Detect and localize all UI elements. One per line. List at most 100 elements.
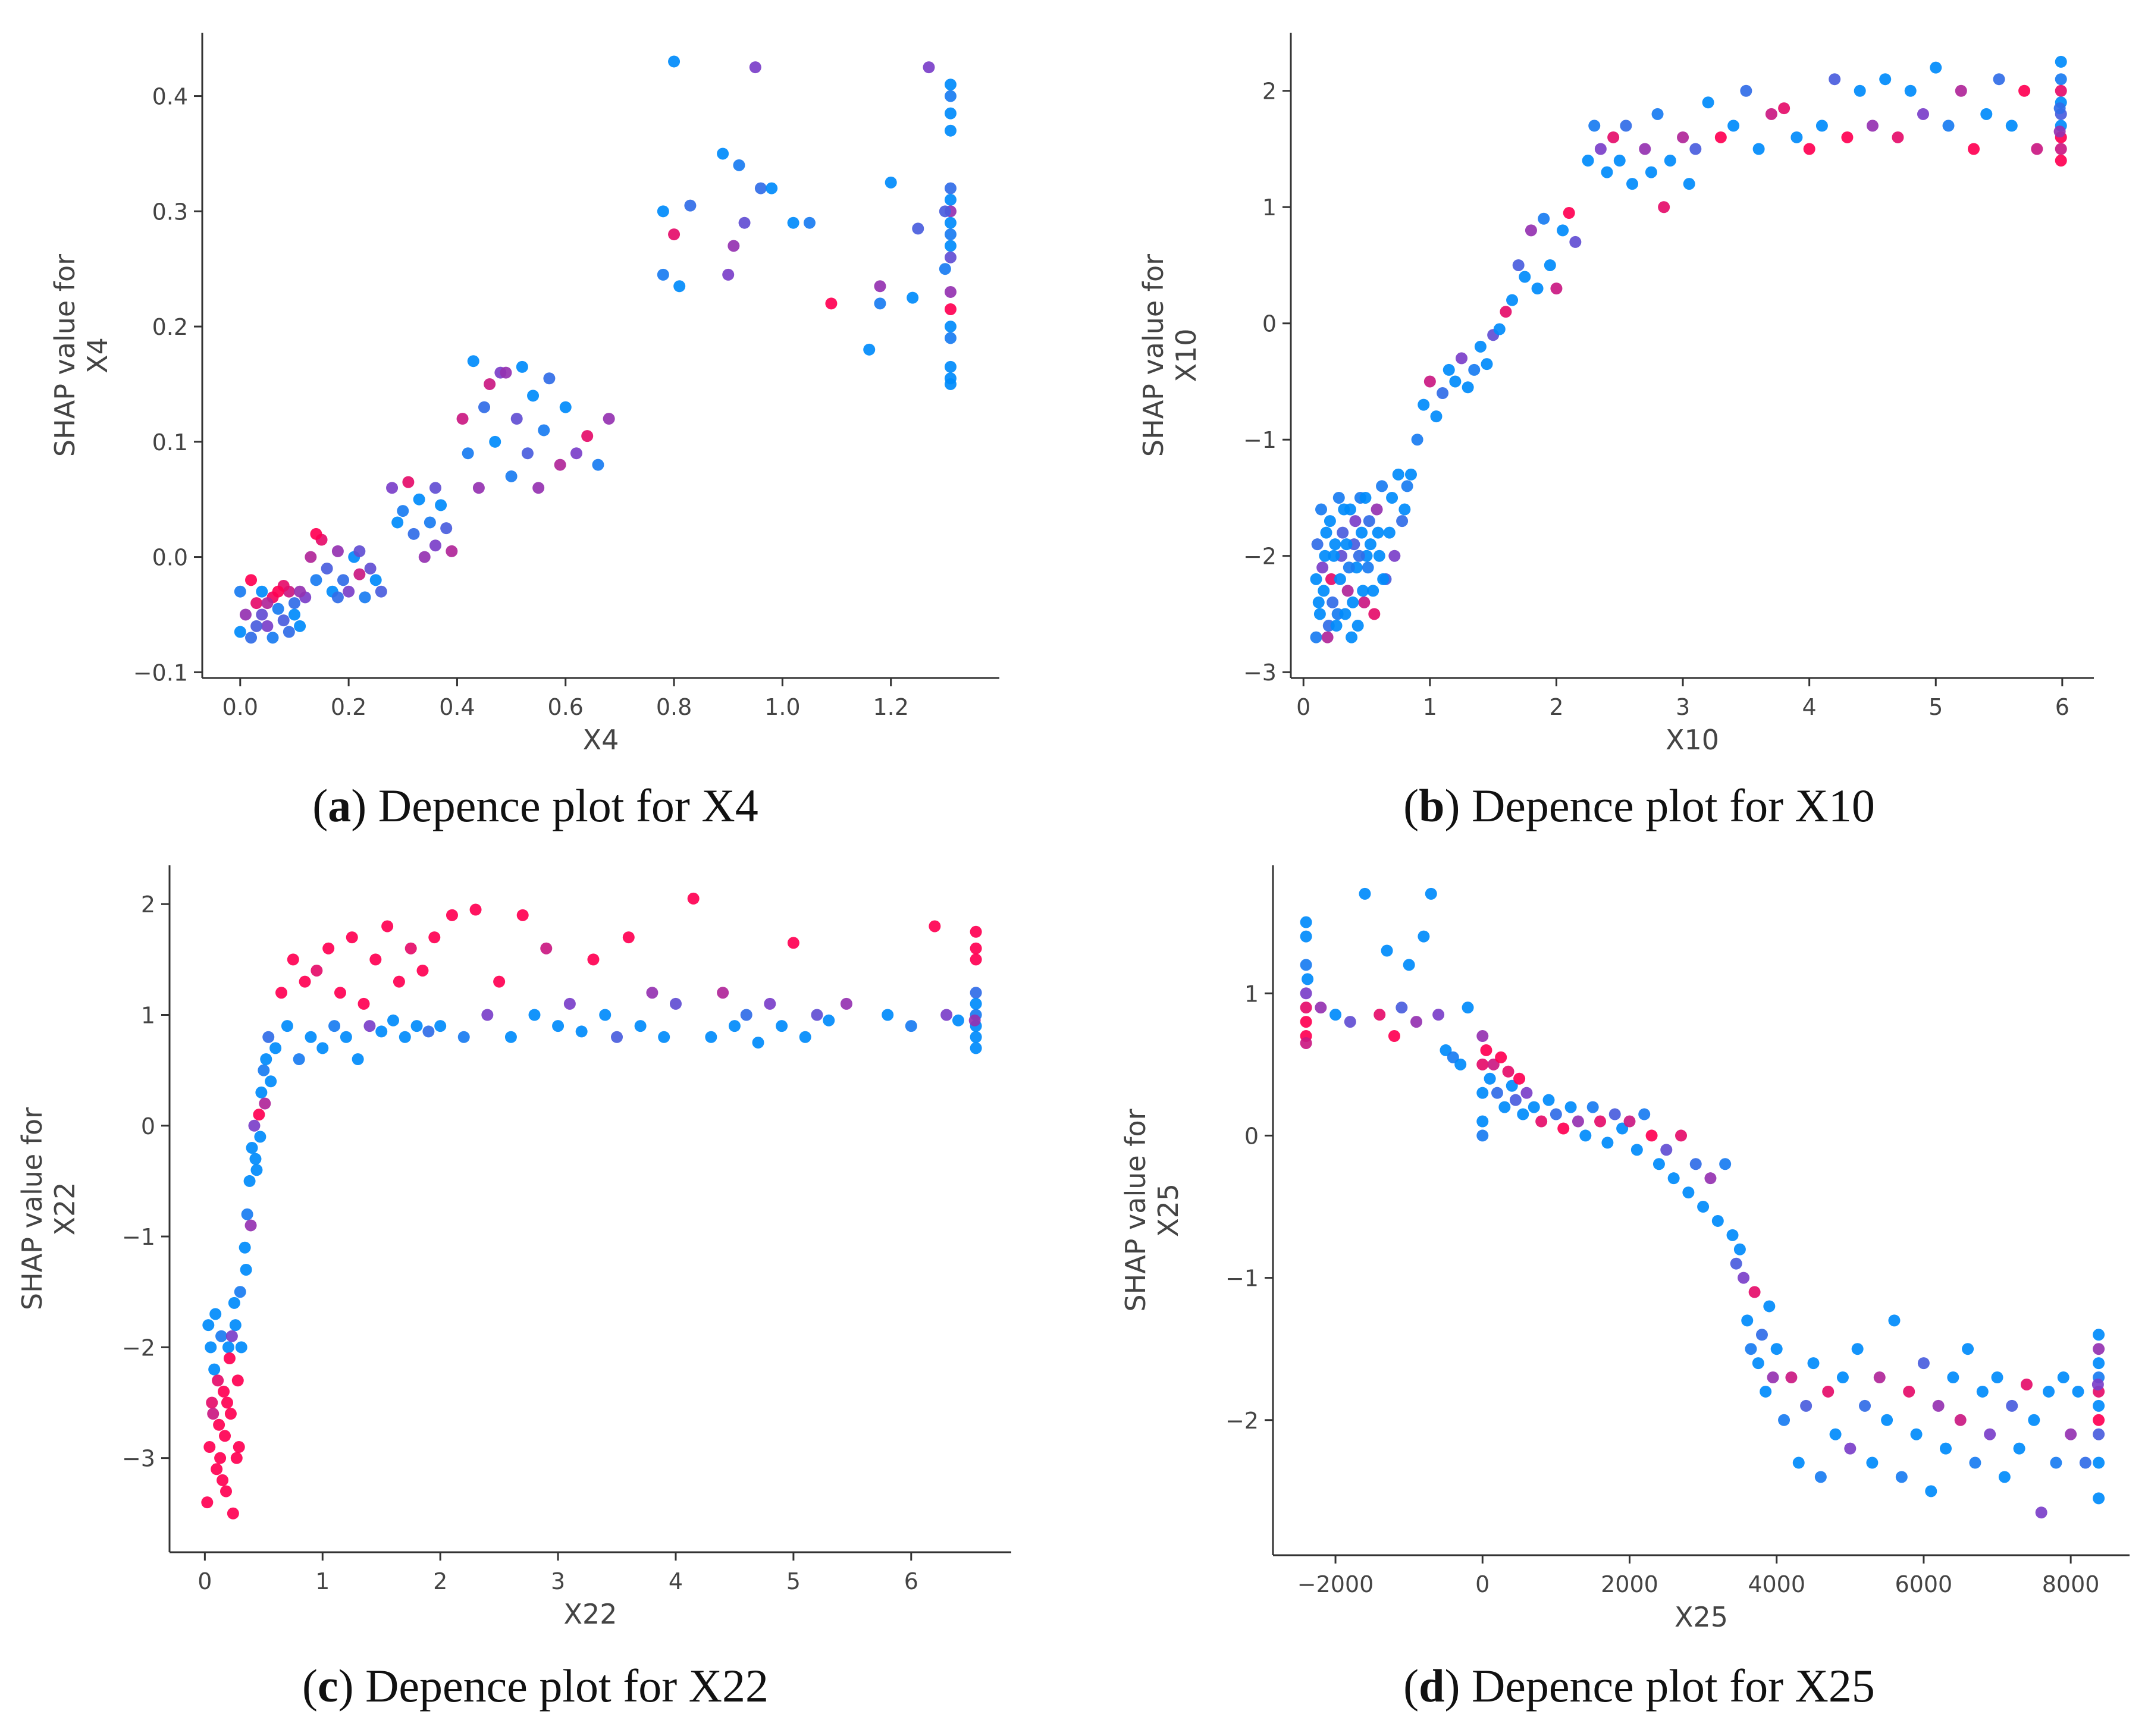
scatter-point [1300,1037,1312,1049]
scatter-point [1745,1343,1757,1355]
scatter-point [799,1031,811,1043]
scatter-point [205,1341,217,1354]
scatter-point [1353,550,1365,562]
scatter-point [316,1042,329,1054]
scatter-point [334,987,346,999]
scatter-point [1645,1129,1658,1142]
scatter-point [1702,96,1714,109]
x-tick-label-d: −2000 [1297,1571,1374,1597]
scatter-point [1480,1044,1492,1056]
scatter-point [1962,1343,1974,1355]
y-axis-label-2-b: X10 [1170,328,1202,382]
scatter-point [1324,515,1336,528]
scatter-point [1329,1009,1342,1021]
scatter-point [1998,1471,2011,1483]
scatter-point [1423,375,1436,388]
scatter-point [211,1463,223,1476]
scatter-point [359,591,371,604]
scatter-point [397,505,409,517]
scatter-point [364,562,377,575]
y-axis-label-2-c: X22 [49,1182,81,1235]
scatter-point [1528,1101,1540,1113]
scatter-point [722,268,735,281]
scatter-point [1334,573,1346,585]
scatter-point [1462,381,1474,394]
scatter-point [1767,1371,1779,1384]
y-axis-label-2-d: X25 [1152,1184,1184,1237]
scatter-point [1763,1300,1776,1313]
y-tick-label-a: 0.1 [152,429,188,456]
scatter-point [599,1009,612,1021]
scatter-point [2093,1399,2105,1412]
scatter-point [1531,282,1544,295]
y-tick-label-d: −2 [1225,1408,1259,1434]
chart-panel-a: 0.0 0.2 0.4 0.6 0.8 1.0 1.2 −0.1 0.0 0.1 0.2 0.3 0.4… [49,33,999,756]
scatter-point [1582,155,1594,167]
scatter-point [1748,1286,1761,1298]
scatter-point [1300,930,1312,943]
scatter-point [1594,1115,1607,1128]
scatter-point [1807,1357,1820,1370]
scatter-point [1652,1158,1665,1170]
scatter-point [1364,538,1376,551]
scatter-point [1822,1385,1835,1398]
scatter-point [622,931,635,944]
scatter-point [239,1241,251,1254]
scatter-point [1904,84,1917,97]
scatter-point [343,585,355,598]
scatter-point [823,1014,835,1026]
x-tick-label-b: 0 [1296,694,1310,720]
scatter-point [1542,1094,1555,1106]
scatter-point [1675,1129,1688,1142]
scatter-point [1310,573,1322,585]
scatter-point [521,447,534,460]
scatter-point [587,953,600,966]
scatter-point [375,1025,388,1038]
scatter-point [1608,1108,1621,1120]
scatter-point [387,1014,400,1026]
x-tick-label-a: 0.0 [222,694,258,720]
scatter-point [1332,491,1345,504]
scatter-point [331,591,344,604]
scatter-point [1714,131,1727,143]
scatter-point [1311,538,1324,551]
scatter-point [2055,155,2067,167]
scatter-point [1347,596,1359,608]
scatter-point [2018,84,2031,97]
scatter-point [944,182,957,194]
x-tick-label-b: 6 [2055,694,2069,720]
scatter-point [265,1075,277,1088]
scatter-point [1403,959,1415,971]
scatter-point [1770,1343,1783,1355]
scatter-point [2093,1357,2105,1370]
x-tick-label-d: 2000 [1601,1571,1658,1597]
scatter-point [1449,375,1462,388]
scatter-point [1462,1002,1474,1014]
scatter-point [375,585,387,598]
scatter-point [416,964,429,977]
scatter-point [244,1219,257,1232]
scatter-point [225,1330,238,1342]
y-tick-label-d: 1 [1244,981,1259,1007]
scatter-point [1509,1094,1522,1106]
scatter-point [740,1009,752,1021]
scatter-point [481,1009,494,1021]
scatter-point [657,268,669,281]
scatter-point [413,493,425,506]
scatter-point [227,1507,239,1520]
y-tick-label-d: −1 [1225,1266,1259,1292]
scatter-point [402,476,415,488]
scatter-point [1969,1456,1981,1469]
x-tick-label-a: 0.6 [548,694,584,720]
scatter-point [1340,538,1353,551]
x-tick-label-d: 6000 [1895,1571,1953,1597]
scatter-point [840,997,852,1010]
scatter-point [235,1341,247,1354]
scatter-point [1356,526,1368,539]
scatter-point [2093,1456,2105,1469]
scatter-point [863,343,876,356]
scatter-point [1803,143,1815,155]
scatter-point [1569,236,1582,248]
y-tick-label-c: −1 [122,1224,155,1250]
x-tick-label-c: 2 [433,1568,447,1594]
